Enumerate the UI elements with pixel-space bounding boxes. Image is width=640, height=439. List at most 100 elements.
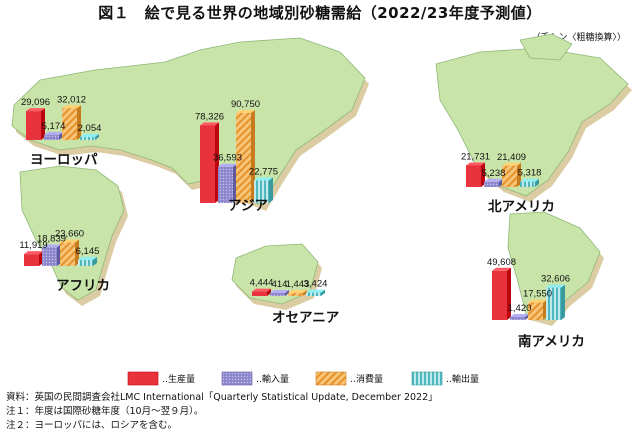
bar-production [252,288,271,296]
bar-consumption [236,110,255,203]
bar-top [520,178,539,182]
bar-side [285,290,289,296]
region-label: アジア [228,198,268,214]
bar-side [481,162,485,187]
bar-front [236,113,251,203]
legend-label: ‥消費量 [350,373,383,385]
bar-front [218,166,233,203]
data-label: 17,550 [523,289,552,300]
legend-swatch [221,371,253,386]
bar-imports [484,178,503,187]
region-label: ヨーロッパ [30,152,98,168]
south-america-land [507,211,601,321]
legend-swatch [127,371,159,386]
bar-exports [80,134,99,140]
data-label: 11,919 [19,240,47,251]
bars-layer [24,105,565,320]
chart-title: 図１ 絵で見る世界の地域別砂糖需給（2022/23年度予測値） [98,4,542,22]
bar-front [288,293,303,296]
bar-top [24,251,43,255]
bar-top [60,239,79,243]
bar-consumption [502,162,521,187]
data-label: 4,444 [250,278,274,289]
bar-top [466,162,485,166]
bar-exports [78,256,97,266]
bar-top [254,177,273,181]
unit-label: （千トン〈粗糖換算〉） [531,33,626,43]
bar-front [546,287,561,320]
legend-label: ‥輸入量 [256,373,289,385]
world-map [11,33,632,326]
bar-side [321,289,325,296]
legend-item-consumption: ‥消費量 [315,371,383,386]
bar-top [252,288,271,292]
data-label: 2,054 [78,123,102,134]
data-label: 78,326 [195,111,224,122]
bar-top [528,299,547,303]
bar-production [26,108,45,140]
bar-top [236,110,255,113]
data-label: 414 [272,279,288,290]
world-sugar-chart: 29,096 5,174 32,012 2,054 11,91918,83923,660… [11,33,632,386]
bar-front [492,270,507,320]
bar-top [44,131,63,135]
bar-front [80,137,95,140]
bar-side [75,239,79,266]
notes: 資料：英国の民間調査会社LMC International「Quarterly … [6,391,438,433]
data-label: 36,593 [213,153,242,164]
bar-top [200,122,219,126]
bar-imports [270,290,289,296]
bar-imports [510,314,529,320]
bar-top [26,108,45,112]
bar-side [267,288,271,296]
labels-layer: 29,096 5,174 32,012 2,054 11,91918,83923,660… [19,94,570,314]
data-label: 5,318 [518,168,542,179]
bar-consumption [288,290,307,296]
legend-item-exports: ‥輸出量 [411,371,479,386]
data-label: 32,606 [541,274,570,285]
bar-front [306,292,321,296]
bar-consumption [62,105,81,140]
bar-top [218,163,237,167]
bar-front [26,111,41,140]
data-label: 90,750 [231,99,260,110]
region-label: アフリカ [56,278,110,294]
data-label: 21,731 [461,151,490,162]
bar-imports [44,131,63,140]
bar-front [252,291,267,296]
bar-top [62,105,81,109]
legend-swatch [411,371,443,386]
bar-front [520,181,535,187]
bar-top [78,256,97,260]
bar-top [288,290,307,293]
bar-side [535,178,539,187]
legend-item-imports: ‥輸入量 [221,371,289,386]
africa-land [19,165,125,301]
bar-side [303,290,307,296]
region-label: 北アメリカ [488,199,555,215]
bar-front [200,125,215,203]
data-label: 29,096 [21,97,50,108]
bar-exports [306,289,325,296]
eurasia-land [11,37,366,206]
bar-front [78,259,93,266]
bar-front [528,302,543,320]
data-label: 5,238 [482,168,506,179]
bar-top [502,162,521,166]
data-label: 1,420 [508,303,532,314]
bar-production [492,267,511,320]
data-label: 18,839 [37,233,66,244]
bar-side [95,134,99,140]
bar-side [41,108,45,140]
bar-side [77,105,81,140]
note-1: 注１：年度は国際砂糖年度（10月～翌９月）。 [6,406,204,417]
data-label: 6,145 [76,246,100,257]
bar-top [484,178,503,182]
legend-swatch [315,371,347,386]
bar-side [561,284,565,320]
region-label: オセアニア [272,310,339,326]
bar-top [42,244,61,248]
bar-side [517,162,521,187]
